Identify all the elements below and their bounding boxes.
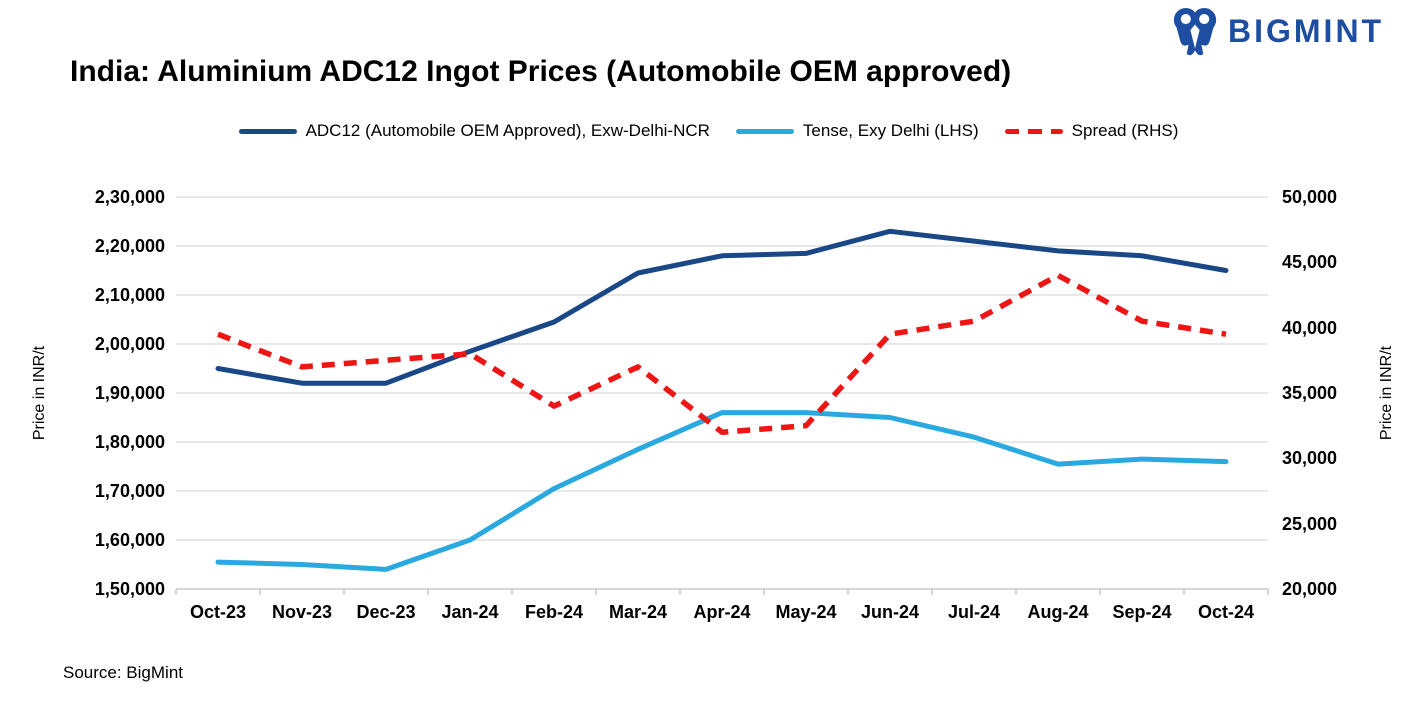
left-axis-tick-label: 1,50,000 (94, 579, 165, 599)
series-line-0 (215, 228, 1229, 386)
right-axis-tick-label: 20,000 (1282, 579, 1338, 599)
right-axis-tick-label: 30,000 (1282, 448, 1338, 469)
left-axis-tick-label: 1,90,000 (94, 383, 165, 403)
left-axis-tick-label: 2,20,000 (94, 236, 165, 256)
left-axis-tick-label: 1,60,000 (94, 530, 165, 550)
x-axis-tick-label: Feb-24 (524, 602, 584, 622)
legend-label: ADC12 (Automobile OEM Approved), Exw-Del… (305, 121, 710, 140)
x-axis-tick-label: Jan-24 (441, 602, 499, 622)
left-axis-tick-label: 2,30,000 (94, 187, 165, 207)
x-axis-tick-label: Dec-23 (356, 602, 416, 622)
legend-item-2: Spread (RHS) (1004, 118, 1179, 144)
x-axis-tick-label: Jul-24 (947, 602, 1001, 622)
right-axis-tick-label: 40,000 (1282, 317, 1338, 338)
x-axis-tick-label: Aug-24 (1027, 602, 1089, 622)
x-axis-tick-label: Apr-24 (693, 602, 751, 622)
chart-legend: ADC12 (Automobile OEM Approved), Exw-Del… (0, 118, 1417, 144)
legend-dashed-line-icon (1004, 128, 1063, 134)
gridlines (176, 196, 1268, 590)
x-axis-tick-label: Sep-24 (1112, 602, 1172, 622)
left-axis-title: Price in INR/t (31, 345, 48, 441)
right-axis-tick-label: 25,000 (1282, 513, 1338, 534)
x-axis-tick-label: Mar-24 (608, 602, 668, 622)
series-line-2 (217, 272, 1227, 435)
x-axis-ticks (175, 589, 1269, 595)
series-line-1 (215, 410, 1229, 572)
plot-area-svg (175, 196, 1269, 595)
left-axis-tick-label: 2,00,000 (94, 334, 165, 354)
right-axis-tick-label: 50,000 (1282, 187, 1338, 207)
x-axis-tick-label: May-24 (775, 602, 837, 622)
left-axis-tick-label: 2,10,000 (94, 285, 165, 305)
left-axis-tick-label: 1,70,000 (94, 481, 165, 501)
x-axis-tick-label: Nov-23 (271, 602, 333, 622)
legend-item-0: ADC12 (Automobile OEM Approved), Exw-Del… (238, 118, 710, 144)
x-axis-tick-label: Oct-23 (189, 602, 247, 622)
legend-label: Tense, Exy Delhi (LHS) (802, 121, 979, 140)
bigmint-logo: BIGMINT (1172, 6, 1384, 56)
right-axis-tick-label: 35,000 (1282, 383, 1338, 403)
legend-label: Spread (RHS) (1071, 121, 1179, 140)
legend-item-1: Tense, Exy Delhi (LHS) (735, 118, 979, 144)
chart-title: India: Aluminium ADC12 Ingot Prices (Aut… (70, 55, 1012, 88)
right-axis-tick-label: 45,000 (1282, 252, 1338, 273)
bigmint-logo-text: BIGMINT (1228, 12, 1385, 49)
bigmint-logo-icon (1173, 8, 1217, 56)
plot-area (175, 196, 1269, 597)
x-axis-tick-label: Jun-24 (860, 602, 920, 622)
source-note: Source: BigMint (63, 663, 183, 682)
x-axis-tick-label: Oct-24 (1197, 602, 1255, 622)
legend-line-icon (238, 128, 297, 134)
legend-line-icon (735, 128, 794, 134)
left-axis-tick-label: 1,80,000 (94, 432, 165, 452)
